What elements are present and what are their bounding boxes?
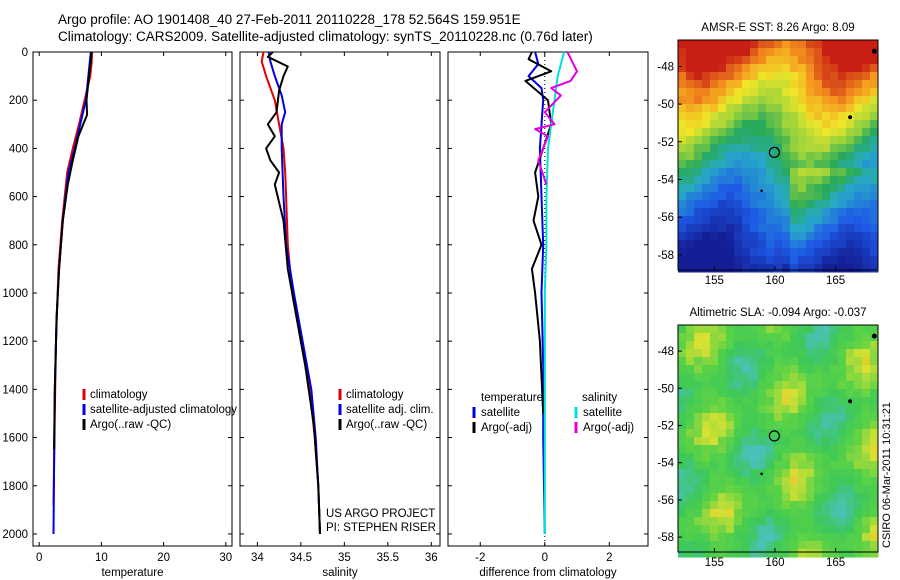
pi-annotation: PI: STEPHEN RISER <box>326 522 436 534</box>
salinity-xlabel: salinity <box>322 567 357 579</box>
temperature-xtick-label: 20 <box>157 552 170 564</box>
map-xtick-label: 155 <box>705 275 724 287</box>
depth-tick-label: 1600 <box>2 433 28 445</box>
salinity-xtick-label: 35.5 <box>377 552 399 564</box>
island-marker <box>871 48 877 54</box>
difference-series-2-line <box>543 51 566 534</box>
difference-xtick-label: 0 <box>542 552 548 564</box>
depth-tick-label: 600 <box>9 192 28 204</box>
salinity-xtick-label: 34.5 <box>290 552 312 564</box>
profile-title: Argo profile: AO 1901408_40 27-Feb-2011 … <box>58 12 521 27</box>
difference-legend-entry: Argo(-adj) <box>481 422 532 434</box>
difference-series-0-line <box>527 51 546 535</box>
difference-legend-header-salinity: salinity <box>582 392 617 404</box>
map-xtick-label: 165 <box>826 275 845 287</box>
salinity-series-2-line <box>265 51 321 535</box>
difference-legend-header-temperature: temperature <box>481 392 543 404</box>
salinity-legend-entry: climatology <box>346 389 404 401</box>
depth-tick-label: 1400 <box>2 384 28 396</box>
temperature-series-2-line <box>53 51 93 450</box>
depth-tick-label: 800 <box>9 240 28 252</box>
island-marker <box>760 189 763 193</box>
temperature-legend-entry: satellite-adjusted climatology <box>90 404 237 416</box>
temperature-legend-entry: Argo(..raw -QC) <box>90 419 171 431</box>
map-title-1: Altimetric SLA: -0.094 Argo: -0.037 <box>689 307 866 319</box>
difference-legend-entry: Argo(-adj) <box>583 422 634 434</box>
map-ytick-label: -58 <box>657 250 674 262</box>
difference-xlabel: difference from climatology <box>479 567 616 579</box>
difference-xtick-label: -2 <box>475 552 485 564</box>
island-marker <box>760 472 763 476</box>
temperature-xtick-label: 0 <box>36 552 42 564</box>
map-frame-0 <box>677 39 879 271</box>
island-marker <box>848 399 853 404</box>
temperature-xlabel: temperature <box>101 567 163 579</box>
map-ytick-label: -54 <box>657 458 674 470</box>
island-marker <box>848 115 853 120</box>
map-ytick-label: -56 <box>657 212 674 224</box>
depth-tick-label: 1200 <box>2 336 28 348</box>
map-ytick-label: -50 <box>657 383 674 395</box>
map-title-0: AMSR-E SST: 8.26 Argo: 8.09 <box>701 22 854 34</box>
salinity-xtick-label: 35 <box>338 552 351 564</box>
difference-legend-entry: satellite <box>481 407 520 419</box>
map-ytick-label: -58 <box>657 532 674 544</box>
profile-location-marker <box>768 430 780 442</box>
map-ytick-label: -48 <box>657 346 674 358</box>
temperature-legend-entry: climatology <box>90 389 148 401</box>
temperature-xtick-label: 30 <box>219 552 232 564</box>
salinity-legend-entry: Argo(..raw -QC) <box>346 419 427 431</box>
depth-tick-label: 0 <box>22 47 28 59</box>
salinity-xtick-label: 36 <box>425 552 438 564</box>
profile-location-marker <box>768 146 780 158</box>
map-ytick-label: -50 <box>657 99 674 111</box>
project-annotation: US ARGO PROJECT <box>326 508 435 520</box>
difference-series-1-line <box>524 51 553 414</box>
temperature-xtick-label: 10 <box>95 552 108 564</box>
map-xtick-label: 165 <box>826 557 845 569</box>
depth-tick-label: 1000 <box>2 288 28 300</box>
map-ytick-label: -48 <box>657 61 674 73</box>
difference-series-3-line <box>534 51 578 185</box>
depth-tick-label: 400 <box>9 143 28 155</box>
map-ytick-label: -56 <box>657 495 674 507</box>
temperature-plot-frame <box>32 51 233 547</box>
difference-legend-entry: satellite <box>583 407 622 419</box>
map-ytick-label: -52 <box>657 420 674 432</box>
climatology-subtitle: Climatology: CARS2009. Satellite-adjuste… <box>58 29 593 44</box>
depth-tick-label: 1800 <box>2 481 28 493</box>
map-xtick-label: 160 <box>765 275 784 287</box>
map-xtick-label: 160 <box>765 557 784 569</box>
map-ytick-label: -52 <box>657 137 674 149</box>
sla-map-field <box>678 325 879 558</box>
sst-map-field <box>678 40 879 273</box>
depth-tick-label: 2000 <box>2 529 28 541</box>
map-frame-1 <box>677 324 879 553</box>
map-ytick-label: -54 <box>657 175 674 187</box>
difference-xtick-label: 2 <box>606 552 612 564</box>
island-marker <box>871 333 877 339</box>
salinity-xtick-label: 34 <box>251 552 264 564</box>
map-xtick-label: 155 <box>705 557 724 569</box>
salinity-legend-entry: satellite adj. clim. <box>346 404 434 416</box>
depth-tick-label: 200 <box>9 95 28 107</box>
